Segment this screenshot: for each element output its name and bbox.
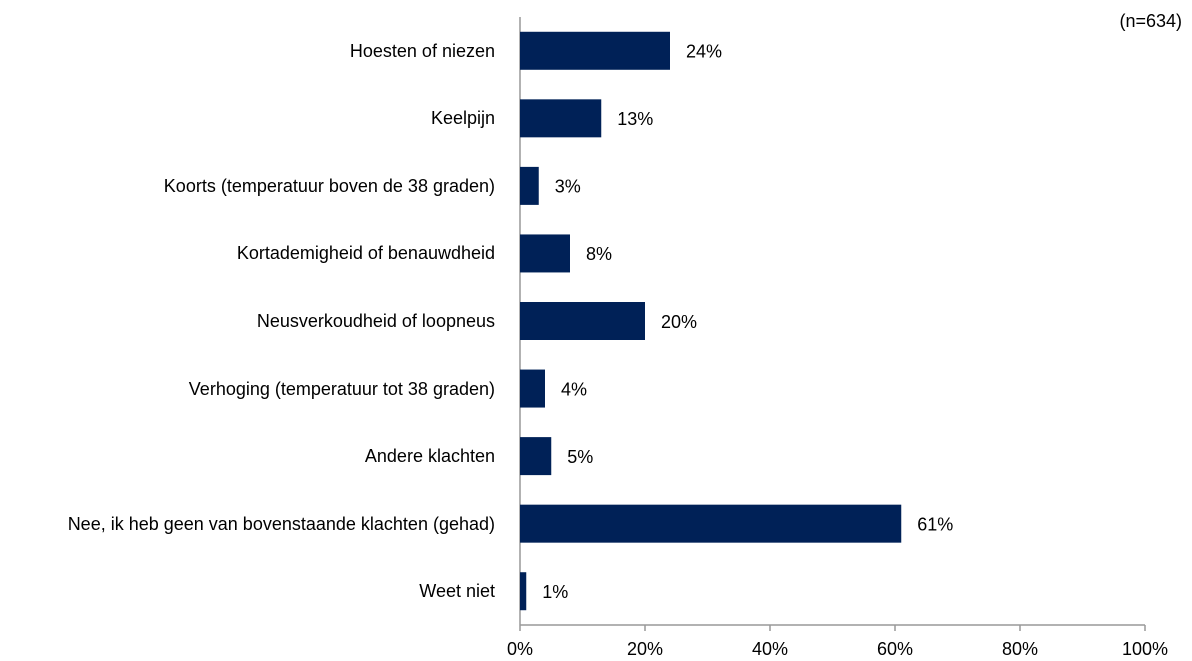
y-tick-label: Kortademigheid of benauwdheid (236, 243, 495, 264)
category-label-box: Andere klachten (0, 443, 495, 469)
y-tick-label: Neusverkoudheid of loopneus (256, 311, 495, 331)
category-label-box: Neusverkoudheid of loopneus (0, 308, 495, 334)
bar (520, 234, 570, 273)
data-label: 3% (555, 177, 581, 197)
data-label: 1% (542, 582, 568, 602)
annotation: (n=634) (1119, 11, 1182, 31)
x-tick-label: 60% (877, 639, 913, 659)
y-tick-label: Keelpijn (430, 108, 495, 129)
category-label-box: Weet niet (0, 578, 495, 604)
bar (520, 572, 527, 611)
category-label-box: Kortademigheid of benauwdheid (0, 240, 495, 266)
data-label: 13% (617, 109, 653, 129)
bar (520, 437, 552, 476)
data-label: 8% (586, 244, 612, 264)
category-label-box: Hoesten of niezen (0, 38, 495, 64)
category-label-box: Koorts (temperatuur boven de 38 graden) (0, 173, 495, 199)
data-label: 4% (561, 379, 587, 399)
y-tick-label: Andere klachten (364, 446, 495, 467)
category-label-box: Nee, ik heb geen van bovenstaande klacht… (0, 511, 495, 537)
bar (520, 504, 902, 543)
bar (520, 166, 539, 205)
category-label-box: Keelpijn (0, 105, 495, 131)
x-tick-label: 100% (1122, 639, 1168, 659)
data-label: 24% (686, 42, 722, 62)
data-label: 5% (567, 447, 593, 467)
bar (520, 31, 670, 70)
x-tick-label: 40% (752, 639, 788, 659)
bar (520, 369, 545, 408)
y-tick-label: Nee, ik heb geen van bovenstaande klacht… (67, 513, 495, 534)
x-tick-label: 80% (1002, 639, 1038, 659)
y-tick-label: Hoesten of niezen (349, 40, 495, 61)
data-label: 61% (917, 514, 953, 534)
y-tick-label: Verhoging (temperatuur tot 38 graden) (188, 378, 495, 399)
data-label: 20% (661, 312, 697, 332)
x-tick-label: 0% (507, 639, 533, 659)
bar (520, 302, 645, 340)
bar (520, 99, 602, 138)
y-tick-label: Weet niet (419, 581, 495, 602)
x-tick-label: 20% (627, 639, 663, 659)
category-label-box: Verhoging (temperatuur tot 38 graden) (0, 376, 495, 402)
y-tick-label: Koorts (temperatuur boven de 38 graden) (163, 175, 495, 196)
